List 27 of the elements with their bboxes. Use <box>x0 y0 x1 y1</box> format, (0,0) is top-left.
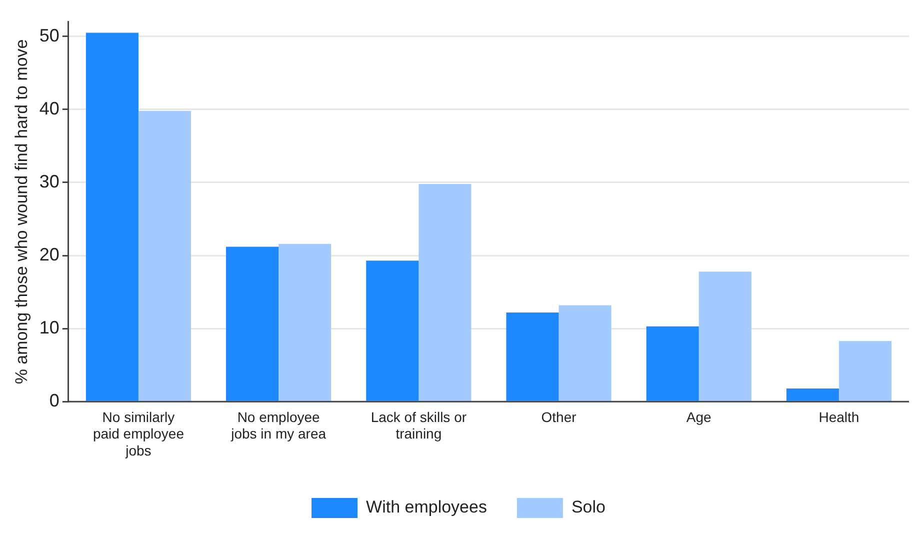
x-tick-label: Other <box>541 408 577 425</box>
bar <box>418 184 472 401</box>
y-axis-title: % among those who wound find hard to move <box>12 39 31 384</box>
bar <box>86 32 138 401</box>
bar <box>226 246 279 401</box>
legend-label: With employees <box>366 498 487 517</box>
x-tick-label: Age <box>686 408 712 425</box>
x-tick-label: No similarly paid employee jobs <box>92 408 184 458</box>
x-tick-label: No employee jobs in my area <box>230 408 326 442</box>
bar <box>138 110 192 401</box>
bar <box>278 244 332 401</box>
bar <box>366 260 419 401</box>
x-tick-label: Health <box>818 408 860 425</box>
x-tick-label: Lack of skills or training <box>370 408 467 442</box>
y-tick-label: 50 <box>39 25 60 46</box>
bar <box>506 312 559 401</box>
y-tick-label: 10 <box>39 318 60 338</box>
y-tick-label: 0 <box>49 390 60 411</box>
bar <box>558 305 612 401</box>
bar <box>786 388 839 401</box>
legend-label: Solo <box>571 498 606 517</box>
bar <box>698 272 752 401</box>
y-tick-label: 20 <box>39 244 60 264</box>
bar <box>646 326 699 401</box>
y-tick-label: 30 <box>39 171 60 192</box>
bar <box>838 340 892 401</box>
y-tick-label: 40 <box>39 98 60 118</box>
